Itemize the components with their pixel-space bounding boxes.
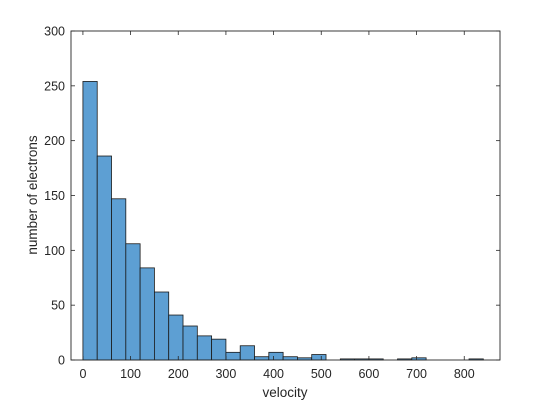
histogram-bar	[254, 356, 270, 361]
y-tick-label: 0	[58, 354, 65, 368]
histogram-bar	[111, 198, 127, 361]
histogram-bar	[311, 354, 327, 361]
histogram-bar	[282, 356, 298, 361]
histogram-bar	[196, 335, 213, 361]
histogram-bar	[125, 243, 141, 361]
y-ticks-group: 0 50 100 150 200 250 300	[44, 25, 500, 368]
histogram-bar	[182, 325, 198, 361]
y-tick-label: 250	[44, 79, 65, 93]
y-tick-label: 200	[44, 134, 65, 148]
histogram-bar	[139, 267, 155, 361]
x-ticks-group: 0 100 200 300 400 500 600 700 800	[79, 31, 475, 381]
histogram-bar	[239, 345, 255, 361]
x-tick-label: 300	[215, 367, 236, 381]
y-tick-label: 300	[44, 25, 65, 39]
histogram-bar	[168, 314, 184, 361]
x-tick-label: 200	[168, 367, 189, 381]
y-tick-label: 100	[44, 244, 65, 258]
histogram-bar	[211, 338, 227, 361]
x-tick-label: 0	[79, 367, 86, 381]
histogram-bar	[96, 155, 112, 361]
histogram-bar	[154, 291, 170, 361]
x-axis-title: velocity	[262, 385, 307, 400]
y-tick-label: 150	[44, 189, 65, 203]
x-tick-label: 400	[263, 367, 284, 381]
histogram-bar	[225, 351, 241, 361]
bars-group	[82, 81, 484, 361]
x-tick-label: 700	[406, 367, 427, 381]
x-tick-label: 500	[311, 367, 332, 381]
x-tick-label: 800	[454, 367, 475, 381]
x-tick-label: 100	[120, 367, 141, 381]
y-axis-title: number of electrons	[25, 135, 40, 255]
histogram-bar	[268, 351, 284, 361]
y-tick-label: 50	[51, 299, 65, 313]
x-tick-label: 600	[358, 367, 379, 381]
histogram-bar	[82, 81, 98, 361]
